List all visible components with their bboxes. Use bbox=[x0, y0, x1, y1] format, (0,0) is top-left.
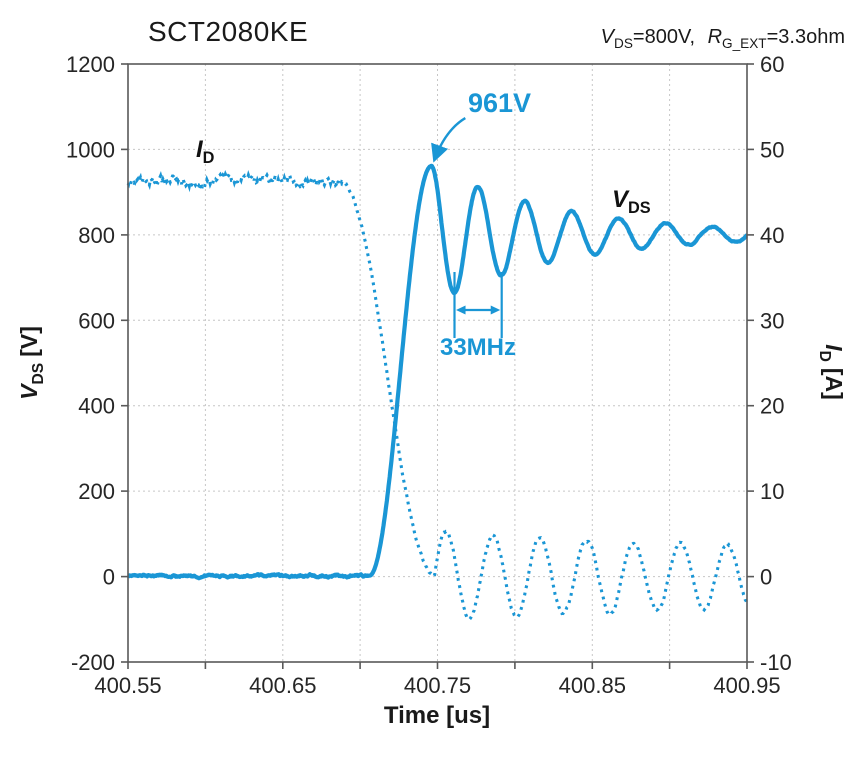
id-series-label: ID bbox=[196, 136, 214, 168]
ringing-frequency-annotation: 33MHz bbox=[439, 334, 517, 361]
svg-text:400.75: 400.75 bbox=[404, 673, 471, 698]
rg-value: =3.3ohm bbox=[766, 26, 845, 48]
vds-label-subscript: DS bbox=[628, 198, 651, 217]
right-axis-unit: [A] bbox=[820, 367, 847, 400]
frequency-measure bbox=[453, 272, 503, 338]
svg-text:20: 20 bbox=[760, 394, 784, 419]
svg-text:0: 0 bbox=[760, 565, 772, 590]
id-trace bbox=[126, 169, 749, 622]
x-axis-title: Time [us] bbox=[383, 702, 491, 729]
chart-title: SCT2080KE bbox=[148, 16, 309, 47]
id-label-symbol: I bbox=[196, 136, 203, 163]
svg-text:50: 50 bbox=[760, 137, 784, 162]
svg-text:30: 30 bbox=[760, 308, 784, 333]
svg-text:0: 0 bbox=[103, 565, 115, 590]
rg-symbol: R bbox=[707, 26, 723, 48]
vds-trace bbox=[126, 163, 749, 581]
freq-arrowhead-left bbox=[456, 305, 466, 315]
svg-text:400.55: 400.55 bbox=[94, 673, 161, 698]
condition-rg: RG_EXT=3.3ohm bbox=[707, 26, 845, 51]
condition-vds: VDS=800V, bbox=[600, 26, 696, 51]
left-axis-symbol: V bbox=[16, 384, 43, 400]
svg-text:1200: 1200 bbox=[66, 52, 115, 77]
right-tick-labels: -10 0 10 20 30 40 50 60 bbox=[760, 52, 792, 675]
svg-text:40: 40 bbox=[760, 223, 784, 248]
svg-text:400.85: 400.85 bbox=[559, 673, 626, 698]
rg-subscript: G_EXT bbox=[722, 36, 767, 51]
svg-text:60: 60 bbox=[760, 52, 784, 77]
right-axis-title: ID[A] bbox=[815, 344, 847, 400]
left-tick-labels: -200 0 200 400 600 800 1000 1200 bbox=[66, 52, 115, 675]
vds-series-label: VDS bbox=[612, 186, 651, 218]
freq-arrowhead-right bbox=[490, 305, 501, 315]
vds-subscript: DS bbox=[614, 36, 633, 51]
left-axis-unit: [V] bbox=[16, 326, 43, 357]
peak-arrow bbox=[431, 117, 466, 163]
svg-text:400.65: 400.65 bbox=[249, 673, 316, 698]
vds-value: =800V, bbox=[632, 26, 696, 48]
left-axis-subscript: DS bbox=[29, 362, 47, 385]
vds-label-symbol: V bbox=[612, 186, 629, 213]
test-conditions: VDS=800V, RG_EXT=3.3ohm bbox=[601, 26, 845, 51]
svg-text:-200: -200 bbox=[71, 650, 115, 675]
left-axis-title: VDS [V] bbox=[16, 326, 48, 400]
vds-symbol: V bbox=[600, 26, 615, 48]
svg-text:800: 800 bbox=[78, 223, 115, 248]
right-axis-subscript: D bbox=[816, 350, 834, 362]
svg-text:400.95: 400.95 bbox=[713, 673, 780, 698]
peak-voltage-annotation: 961V bbox=[468, 88, 532, 118]
svg-text:-10: -10 bbox=[760, 650, 792, 675]
svg-text:400: 400 bbox=[78, 394, 115, 419]
svg-text:200: 200 bbox=[78, 479, 115, 504]
x-tick-labels: 400.55 400.65 400.75 400.85 400.95 bbox=[94, 673, 780, 698]
svg-text:600: 600 bbox=[78, 308, 115, 333]
axis-ticks bbox=[121, 63, 754, 669]
svg-text:1000: 1000 bbox=[66, 137, 115, 162]
svg-text:10: 10 bbox=[760, 479, 784, 504]
id-label-subscript: D bbox=[202, 148, 215, 167]
